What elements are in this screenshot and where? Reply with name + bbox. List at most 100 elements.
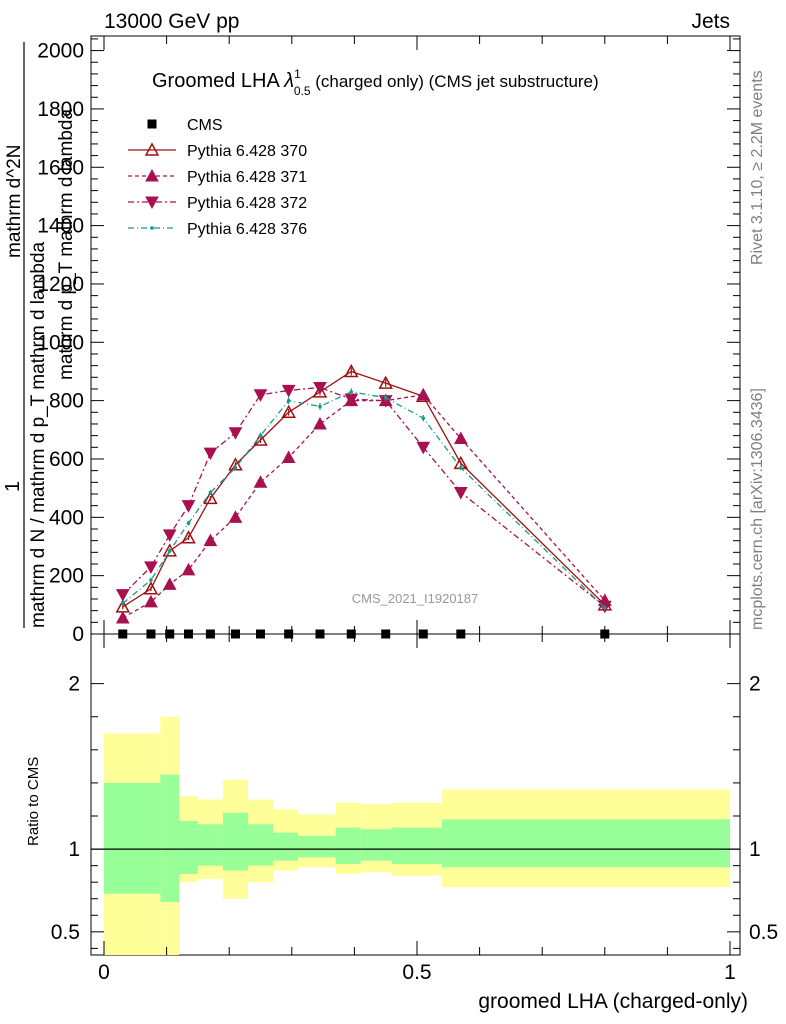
y-tick-label: 1800: [37, 98, 84, 121]
ratio-band-inner: [222, 812, 248, 871]
data-point: [233, 465, 238, 470]
data-point: [144, 594, 158, 608]
y-axis-label-ratio: Ratio to CMS: [25, 757, 42, 846]
y-tick-label: 1400: [37, 215, 84, 238]
mcplots-label: mcplots.cern.ch [arXiv:1306.3436]: [749, 388, 766, 630]
legend-marker: [145, 196, 159, 210]
ylabel-numerator-line: mathrm d p_T mathrm d lambda: [56, 109, 77, 380]
data-point: [603, 605, 607, 610]
ratio-band-inner: [197, 824, 223, 866]
analysis-watermark: CMS_2021_I1920187: [352, 591, 479, 606]
data-point: [344, 363, 359, 378]
y-tick-label: 0: [72, 623, 84, 646]
y-tick-label: 1000: [37, 331, 84, 354]
title-sub: 0.5: [294, 84, 311, 98]
series-line: [122, 394, 606, 619]
y-tick-label: 600: [49, 448, 84, 471]
ratio-band-inner: [273, 832, 299, 861]
data-point: [313, 382, 327, 395]
ylabel-one: 1: [2, 481, 24, 492]
data-point: [181, 530, 196, 544]
ratio-band-inner: [104, 782, 161, 894]
ratio-band-inner: [391, 827, 443, 864]
data-point: [416, 387, 431, 401]
data-point: [115, 589, 130, 602]
data-point: [120, 601, 125, 606]
title-main: Groomed LHA: [152, 70, 284, 92]
data-point: [453, 431, 468, 445]
y-tick-label: 800: [49, 390, 84, 413]
plot-title: Groomed LHA λ1 0.5 (charged only) (CMS je…: [152, 67, 599, 98]
data-point: [313, 416, 327, 430]
ratio-band-inner: [360, 829, 392, 861]
ratio-plot-frame: [90, 633, 741, 956]
title-lambda: λ: [283, 70, 294, 92]
data-point: [181, 500, 196, 513]
series-line: [122, 391, 606, 609]
data-point: [286, 398, 291, 403]
legend-label: Pythia 6.428 371: [187, 169, 307, 186]
ratio-band-inner: [298, 835, 336, 858]
ratio-y-tick-label: 1: [68, 838, 80, 861]
process-label: 13000 GeV pp: [104, 10, 239, 33]
data-point: [203, 533, 218, 547]
rivet-label: Rivet 3.1.10, ≥ 2.2M events: [749, 70, 766, 265]
legend-marker: [144, 142, 160, 156]
data-point: [149, 578, 153, 582]
data-point: [378, 375, 393, 389]
data-point: [453, 487, 468, 500]
ratio-y-tick-label: 0.5: [51, 921, 80, 944]
data-point: [228, 427, 243, 440]
ylabel-denominator: mathrm d N / mathrm d p_T mathrm d lambd…: [28, 241, 49, 628]
y-tick-label: 1600: [37, 156, 84, 179]
series-line: [122, 370, 606, 608]
x-tick-label: 0.5: [402, 961, 431, 984]
ratio-band-inner: [335, 827, 361, 864]
data-point: [162, 577, 177, 590]
data-point: [421, 416, 426, 420]
y-tick-label: 2000: [37, 40, 84, 63]
data-point: [416, 441, 431, 455]
legend-label: CMS: [187, 117, 223, 134]
ratio-y-tick-label-right: 0.5: [749, 921, 778, 944]
data-point: [203, 490, 218, 505]
data-point: [383, 395, 388, 400]
data-point: [162, 529, 177, 542]
ylabel-numerator-dN: mathrm d^2N: [4, 145, 25, 258]
data-point: [115, 610, 130, 624]
legend-label: Pythia 6.428 370: [187, 143, 307, 160]
series-line: [122, 386, 606, 607]
data-point: [253, 389, 268, 402]
x-axis-label: groomed LHA (charged-only): [478, 990, 748, 1013]
data-point: [167, 549, 172, 553]
y-axis-label-main: 1 mathrm d N / mathrm d p_T mathrm d lam…: [2, 42, 77, 628]
data-point: [281, 450, 296, 464]
data-point: [459, 465, 463, 470]
y-tick-label: 200: [49, 565, 84, 588]
main-plot-area: 0 200 400 600 800 1000 1200 1400 1600 1800 2000: [37, 36, 740, 646]
data-point: [203, 447, 218, 461]
data-point: [186, 521, 191, 525]
data-point: [181, 562, 196, 576]
legend-marker: [150, 226, 154, 230]
jets-label: Jets: [691, 10, 730, 33]
data-point: [312, 384, 328, 398]
data-point: [144, 561, 158, 574]
legend-marker: [147, 119, 157, 129]
x-tick-label: 1: [724, 961, 736, 984]
ratio-band-inner: [247, 824, 274, 866]
y-tick-label: 1200: [37, 273, 84, 296]
data-point: [143, 581, 159, 595]
data-point: [281, 404, 296, 419]
title-rest: (charged only) (CMS jet substructure): [311, 72, 599, 91]
ratio-y-tick-label-right: 2: [749, 673, 761, 696]
data-point: [162, 543, 177, 557]
ratio-band-inner: [179, 820, 198, 874]
x-tick-label: 0: [98, 961, 110, 984]
data-point: [208, 490, 213, 495]
data-point: [253, 475, 268, 488]
ratio-y-tick-label: 2: [68, 673, 80, 696]
ratio-band-inner: [442, 819, 730, 868]
legend-label: Pythia 6.428 372: [187, 195, 307, 212]
